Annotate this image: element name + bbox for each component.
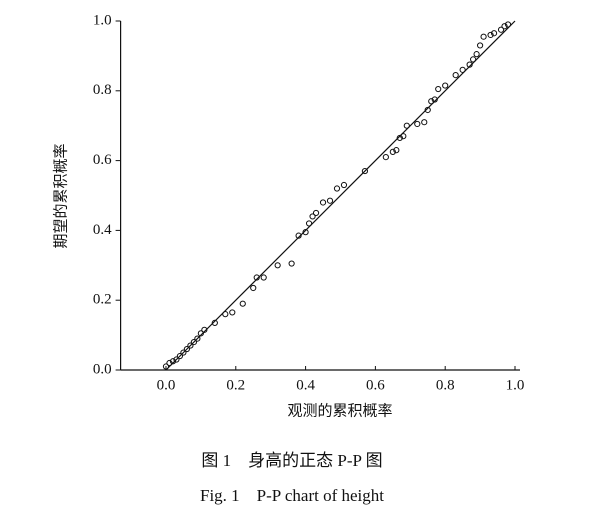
point xyxy=(382,154,389,161)
point xyxy=(424,106,431,114)
point xyxy=(319,199,327,206)
point xyxy=(190,338,197,346)
y-tick-label: 0.4 xyxy=(93,222,112,238)
point xyxy=(176,352,184,360)
point xyxy=(326,197,334,204)
point xyxy=(222,311,229,318)
x-tick-label: 1.0 xyxy=(506,377,525,393)
point xyxy=(501,23,508,30)
x-tick-label: 0.8 xyxy=(436,377,455,393)
point xyxy=(431,96,438,103)
x-axis-label: 观测的累积概率 xyxy=(287,402,392,419)
y-tick-label: 1.0 xyxy=(93,12,112,28)
y-tick-label: 0.2 xyxy=(93,292,112,308)
point xyxy=(466,61,473,68)
point xyxy=(476,42,484,49)
point xyxy=(435,85,442,93)
caption-cn: 图 1 身高的正态 P-P 图 xyxy=(201,451,382,470)
x-tick-label: 0.4 xyxy=(296,377,315,393)
y-tick-label: 0.8 xyxy=(93,82,112,98)
point xyxy=(421,119,428,126)
point xyxy=(487,31,494,39)
point xyxy=(403,122,410,129)
point xyxy=(302,229,309,236)
caption-en: Fig. 1 P-P chart of height xyxy=(200,486,384,505)
x-tick-label: 0.2 xyxy=(226,377,245,393)
point xyxy=(470,56,477,63)
point xyxy=(361,167,369,175)
point xyxy=(473,51,480,58)
point xyxy=(239,300,246,307)
point xyxy=(396,134,403,142)
reference-line xyxy=(165,20,516,371)
point xyxy=(197,330,204,337)
point xyxy=(211,319,218,326)
point xyxy=(480,33,487,40)
point xyxy=(201,326,208,333)
point xyxy=(194,335,201,342)
point xyxy=(400,133,407,140)
point xyxy=(173,356,180,363)
point xyxy=(312,209,320,217)
point xyxy=(414,120,421,128)
point xyxy=(452,71,459,79)
point xyxy=(250,284,257,292)
point xyxy=(295,232,302,239)
point xyxy=(428,98,435,105)
point xyxy=(333,185,341,192)
point xyxy=(389,148,396,155)
point xyxy=(274,262,281,269)
point xyxy=(166,359,173,367)
point xyxy=(288,260,295,267)
y-tick-label: 0.6 xyxy=(93,152,112,168)
point xyxy=(309,213,316,220)
point xyxy=(504,21,512,28)
point xyxy=(340,181,348,189)
point xyxy=(169,358,177,365)
point xyxy=(305,220,313,227)
y-axis-label: 期望的累积概率 xyxy=(52,143,69,248)
x-tick-label: 0.6 xyxy=(366,377,385,393)
point xyxy=(180,349,187,356)
point xyxy=(162,363,170,370)
point xyxy=(260,274,267,281)
point xyxy=(490,30,498,37)
point xyxy=(442,82,449,89)
point xyxy=(187,342,194,349)
y-tick-label: 0.0 xyxy=(93,361,112,377)
point xyxy=(183,345,191,353)
x-tick-label: 0.0 xyxy=(157,377,176,393)
point xyxy=(229,309,236,316)
point xyxy=(253,274,260,281)
point xyxy=(497,26,505,33)
point xyxy=(393,147,400,154)
point xyxy=(459,66,466,73)
